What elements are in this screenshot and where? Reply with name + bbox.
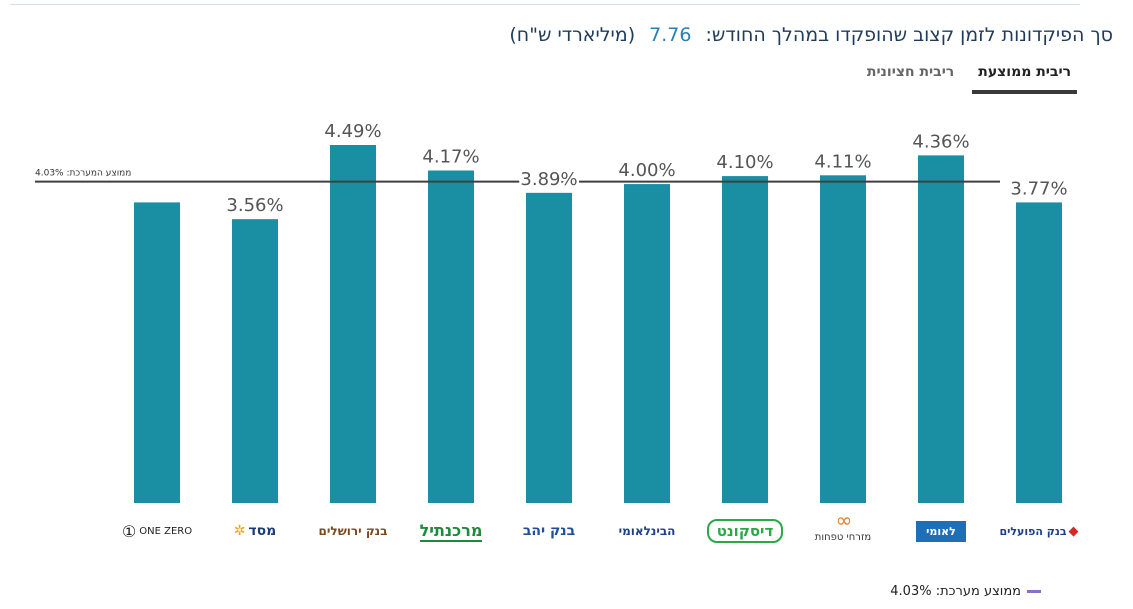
legend-swatch [1027, 590, 1041, 593]
one-zero-icon: ① [121, 521, 137, 541]
logo-masad: ✲ מסד [207, 516, 303, 546]
value-label-1: 3.56% [226, 195, 283, 216]
logo-text-masad: מסד [248, 523, 277, 539]
logo-one-zero: ① ONE ZERO [109, 516, 205, 546]
value-label-7: 4.11% [814, 151, 871, 172]
logo-discount: דיסקונט [697, 516, 793, 546]
bar-5[interactable] [624, 184, 670, 504]
top-divider [10, 4, 1080, 5]
bar-9[interactable] [1016, 202, 1062, 503]
logo-text-mercantile: מרכנתיל [419, 520, 483, 542]
bar-7[interactable] [820, 175, 866, 503]
bar-1[interactable] [232, 219, 278, 504]
bar-2[interactable] [330, 145, 376, 503]
value-label-2: 4.49% [324, 121, 381, 142]
logo-text-one-zero: ONE ZERO [139, 525, 193, 537]
hapoalim-diamond-icon: ◆ [1068, 523, 1079, 539]
legend[interactable]: ממוצע מערכת: 4.03% [890, 584, 1041, 599]
logo-text-hapoalim: בנק הפועלים [999, 524, 1067, 538]
value-label-8: 4.36% [912, 131, 969, 152]
logo-text-discount: דיסקונט [706, 519, 784, 543]
bar-0[interactable] [134, 202, 180, 503]
value-label-3: 4.17% [422, 147, 479, 168]
logo-text-jerusalem: בנק ירושלים [318, 524, 388, 538]
masad-mark-icon: ✲ [233, 523, 246, 539]
legend-label: ממוצע מערכת: 4.03% [890, 584, 1021, 599]
bar-8[interactable] [918, 155, 964, 504]
value-label-6: 4.10% [716, 152, 773, 173]
total-deposits-value: 7.76 [649, 24, 692, 46]
logo-text-mizrahi: מזרחי טפחות [814, 531, 872, 543]
mizrahi-infinity-icon: ∞ [835, 507, 853, 532]
title-prefix: סך הפיקדונות לזמן קצוב שהופקדו במהלך החו… [705, 24, 1113, 46]
value-label-5: 4.00% [618, 160, 675, 181]
logo-text-beinleumi: הבינלאומי [618, 524, 676, 538]
value-label-9: 3.77% [1010, 178, 1067, 199]
tab-median-rate[interactable]: ריבית חציונית [866, 64, 955, 80]
average-line-label: ממוצע המערכת: 4.03% [35, 169, 131, 179]
bar-6[interactable] [722, 176, 768, 503]
logo-mizrahi: ∞ מזרחי טפחות [795, 507, 891, 543]
logo-yahav: בנק יהב [501, 516, 597, 546]
logo-mercantile: מרכנתיל [403, 516, 499, 546]
bar-3[interactable] [428, 170, 474, 504]
logo-beinleumi: הבינלאומי [599, 516, 695, 546]
title-unit: (מיליארדי ש"ח) [509, 24, 636, 46]
bar-4[interactable] [526, 192, 572, 503]
logo-leumi: לאומי [893, 516, 989, 546]
logo-text-leumi: לאומי [916, 520, 966, 542]
page-title: סך הפיקדונות לזמן קצוב שהופקדו במהלך החו… [509, 24, 1113, 46]
logo-text-yahav: בנק יהב [522, 523, 576, 539]
tab-average-rate[interactable]: ריבית ממוצעת [972, 64, 1077, 94]
logo-hapoalim: בנק הפועלים ◆ [991, 516, 1087, 546]
logo-jerusalem: בנק ירושלים [305, 516, 401, 546]
value-label-4: 3.89% [520, 169, 577, 190]
rate-tabs: ריבית ממוצעת ריבית חציונית [867, 64, 1077, 94]
